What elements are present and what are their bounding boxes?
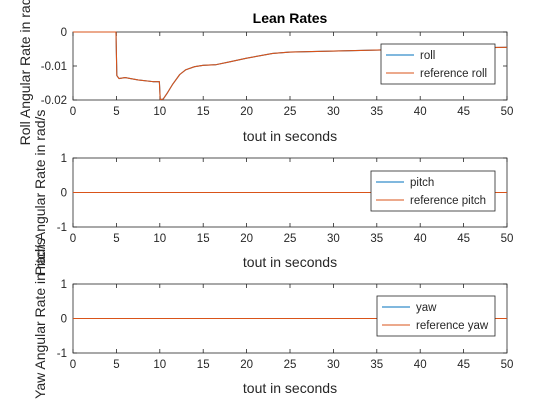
y-axis-label: Roll Angular Rate in rad/s — [17, 0, 33, 145]
legend: roll reference roll — [380, 43, 496, 85]
x-tick-label: 30 — [327, 106, 340, 118]
x-tick-label: 45 — [457, 106, 470, 118]
legend-entry: reference roll — [420, 68, 487, 80]
x-tick-label: 0 — [70, 233, 76, 245]
legend-box — [380, 43, 496, 85]
y-tick-label: 1 — [61, 279, 67, 291]
x-tick-label: 25 — [284, 359, 297, 371]
y-tick-label: -0.01 — [41, 61, 67, 73]
x-tick-label: 45 — [457, 233, 470, 245]
legend: pitch reference pitch — [370, 170, 496, 212]
x-tick-label: 10 — [153, 233, 166, 245]
subplot-1: 0 5 10 15 20 25 30 35 40 45 50 0 -0.01 -0.02 Lean Rate… — [17, 0, 513, 145]
x-tick-label: 0 — [70, 359, 76, 371]
x-tick-label: 50 — [501, 233, 514, 245]
x-tick-label: 5 — [113, 106, 119, 118]
x-tick-label: 50 — [501, 359, 514, 371]
series-line-reference-roll — [73, 31, 508, 101]
x-tick-label: 50 — [501, 106, 514, 118]
y-tick-label: -1 — [57, 348, 67, 360]
x-tick-label: 30 — [327, 233, 340, 245]
y-tick-label: -0.02 — [41, 95, 67, 107]
x-tick-label: 10 — [153, 106, 166, 118]
x-tick-label: 0 — [70, 106, 76, 118]
chart-title: Lean Rates — [253, 10, 328, 26]
x-tick-label: 35 — [370, 359, 383, 371]
x-tick-label: 30 — [327, 359, 340, 371]
x-tick-label: 45 — [457, 359, 470, 371]
x-tick-label: 20 — [240, 233, 253, 245]
x-tick-label: 20 — [240, 359, 253, 371]
x-axis-label: tout in seconds — [243, 128, 337, 144]
x-tick-label: 40 — [414, 359, 427, 371]
x-tick-label: 5 — [113, 359, 119, 371]
legend-entry: reference pitch — [410, 195, 486, 207]
y-tick-label: 1 — [61, 153, 67, 165]
legend-box — [376, 295, 496, 337]
legend-box — [370, 170, 496, 212]
x-axis-label: tout in seconds — [243, 380, 337, 396]
y-tick-label: 0 — [61, 188, 67, 200]
legend-entry: yaw — [416, 302, 437, 314]
legend-entry: reference yaw — [416, 320, 489, 332]
x-tick-label: 35 — [370, 106, 383, 118]
x-tick-label: 10 — [153, 359, 166, 371]
x-tick-label: 15 — [197, 233, 210, 245]
legend-entry: roll — [420, 50, 435, 62]
legend-entry: pitch — [410, 177, 434, 189]
x-tick-label: 25 — [284, 233, 297, 245]
y-axis-label: Pitch Angular Rate in rad/s — [32, 110, 48, 276]
x-tick-label: 15 — [197, 359, 210, 371]
legend: yaw reference yaw — [376, 295, 496, 337]
x-tick-label: 40 — [414, 233, 427, 245]
x-tick-label: 15 — [197, 106, 210, 118]
y-tick-label: -1 — [57, 222, 67, 234]
x-tick-label: 20 — [240, 106, 253, 118]
y-tick-label: 0 — [61, 314, 67, 326]
y-tick-label: 0 — [61, 27, 67, 39]
x-tick-label: 25 — [284, 106, 297, 118]
x-axis-label: tout in seconds — [243, 254, 337, 270]
x-tick-label: 5 — [113, 233, 119, 245]
x-tick-label: 40 — [414, 106, 427, 118]
y-axis-label: Yaw Angular Rate in rad/s — [32, 238, 48, 399]
x-tick-label: 35 — [370, 233, 383, 245]
